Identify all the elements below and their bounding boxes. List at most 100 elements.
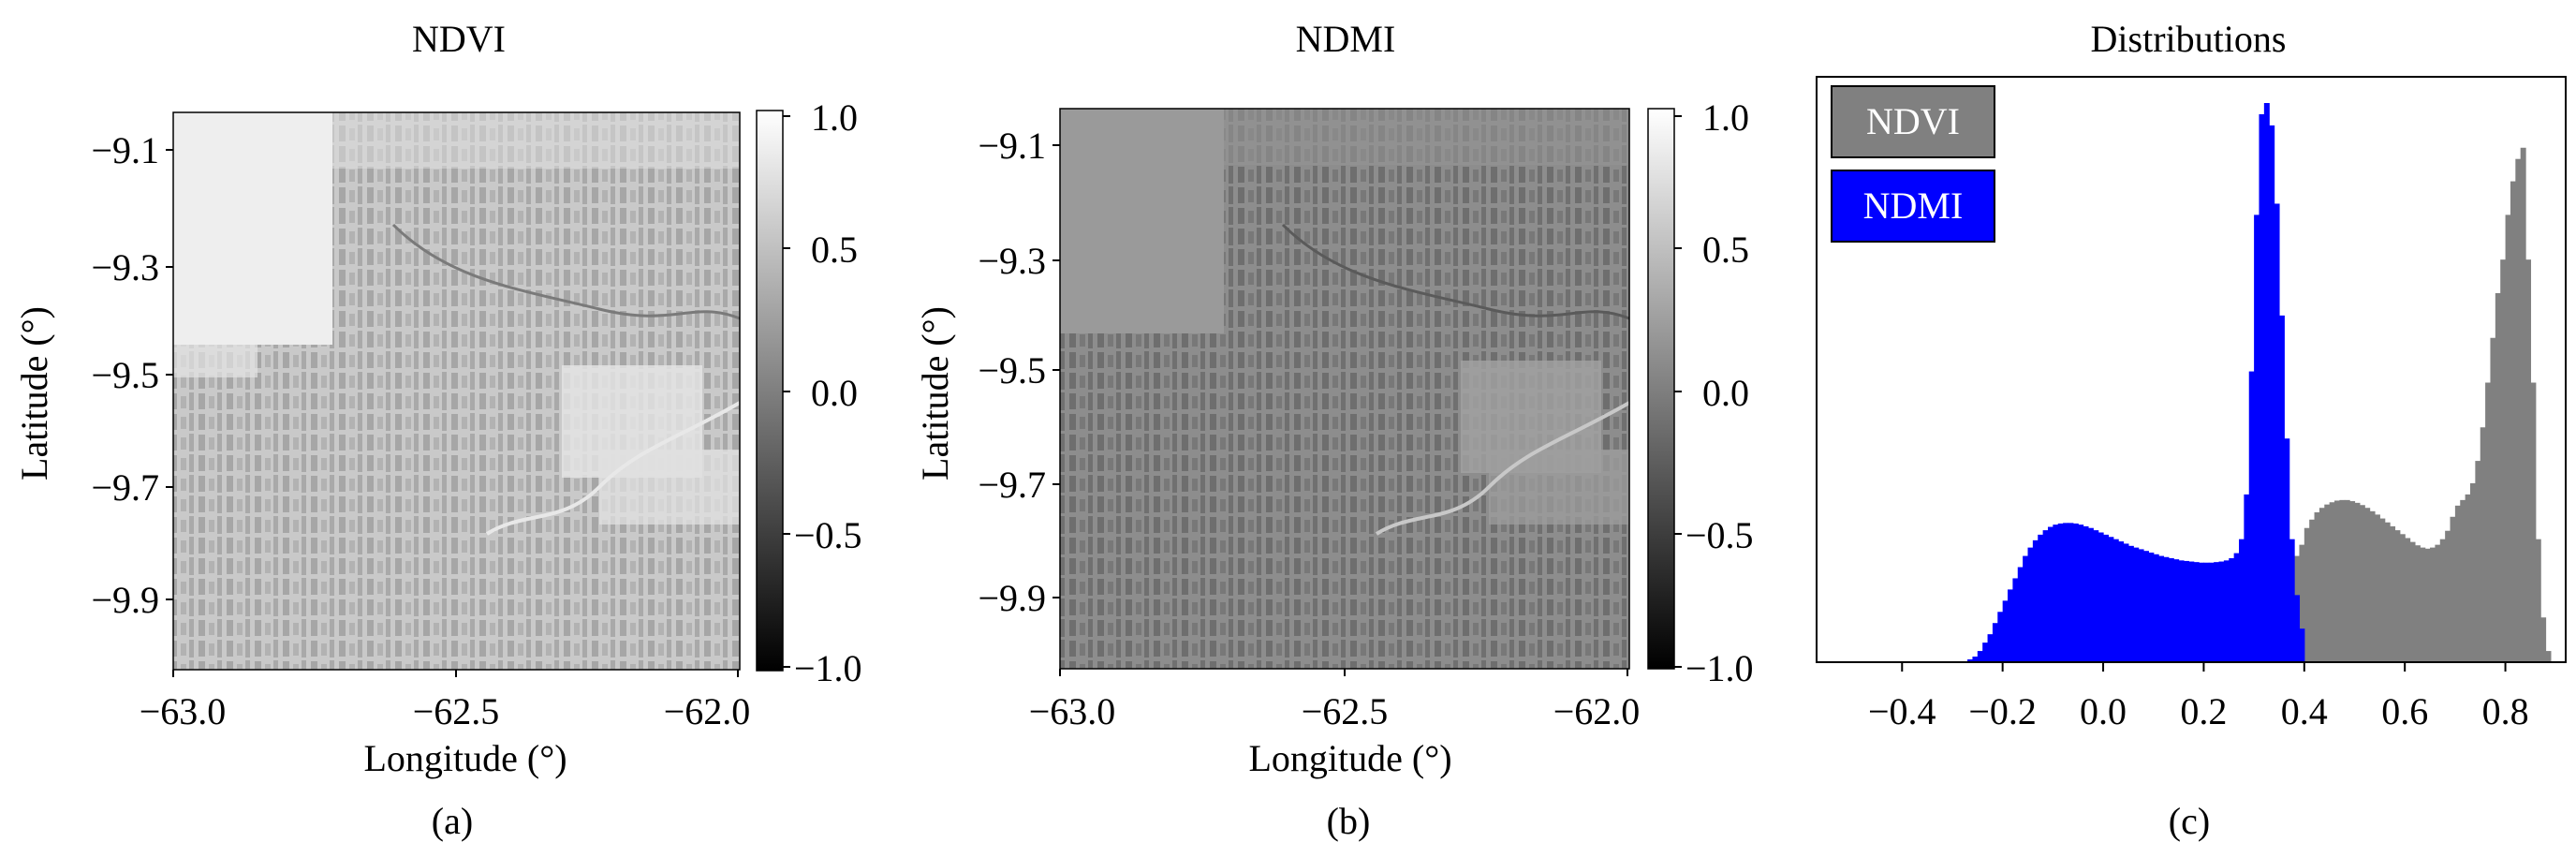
histogram-xtick-label: 0.6	[2381, 690, 2428, 732]
histogram-bar-ndmi	[2002, 600, 2009, 662]
ndvi-xtick-label: −62.5	[413, 690, 500, 732]
histogram-bar-ndvi	[2475, 461, 2481, 662]
histogram-bar-ndmi	[2017, 567, 2024, 662]
histogram-bar-ndmi	[2284, 438, 2290, 662]
histogram-bar-ndvi	[2445, 530, 2451, 662]
ndmi-ylabel: Latitude (°)	[914, 306, 956, 480]
histogram-bar-ndvi	[2334, 500, 2340, 662]
histogram-bar-ndmi	[1997, 612, 2004, 662]
ndmi-colorbar: 1.0 0.5 0.0 −0.5 −1.0	[1647, 96, 1754, 689]
histogram-bar-ndmi	[2214, 562, 2220, 662]
histogram-bar-ndvi	[2545, 651, 2552, 662]
legend: NDVI NDMI	[1831, 85, 1995, 243]
histogram-bar-ndvi	[2460, 499, 2466, 662]
histogram-frame	[1816, 76, 2567, 663]
histogram-bar-ndmi	[2163, 556, 2170, 662]
histogram-bar-ndmi	[2229, 557, 2235, 662]
histogram-bar-ndvi	[2469, 482, 2476, 662]
histogram-bar-ndvi	[2329, 502, 2335, 662]
histogram-bar-ndvi	[2409, 541, 2416, 662]
histogram-bar-ndmi	[2274, 203, 2280, 662]
histogram-bar-ndmi	[2248, 371, 2255, 662]
histogram-bar-ndmi	[2098, 532, 2104, 662]
histogram-bar-ndmi	[2127, 545, 2134, 662]
histogram-bar-ndmi	[2023, 555, 2029, 662]
histogram-series-ndvi	[2254, 147, 2552, 662]
histogram-bar-ndvi	[2384, 522, 2391, 662]
histogram-bar-ndvi	[2339, 499, 2346, 662]
ndmi-ytick-label: −9.5	[978, 349, 1046, 392]
histogram-bar-ndvi	[2540, 617, 2547, 662]
histogram-bar-ndmi	[2183, 560, 2189, 662]
histogram-bar-ndvi	[2454, 505, 2461, 662]
histogram-bar-ndmi	[2078, 525, 2084, 662]
histogram-bar-ndvi	[2515, 158, 2522, 662]
histogram-bar-ndmi	[2053, 525, 2059, 662]
legend-swatch-ndmi	[1831, 170, 1995, 243]
histogram-bar-ndmi	[2093, 530, 2099, 662]
panel-a-caption: (a)	[432, 800, 473, 842]
histogram-bar-ndmi	[2072, 523, 2079, 662]
legend-label-ndmi: NDMI	[1863, 185, 1964, 227]
histogram-bar-ndmi	[2153, 554, 2159, 662]
histogram-bar-ndvi	[2394, 530, 2401, 662]
histogram-xtick-label: −0.4	[1868, 690, 1936, 732]
panel-b-title: NDMI	[1296, 18, 1396, 60]
ndvi-ylabel: Latitude (°)	[13, 306, 55, 480]
histogram-bar-ndvi	[2490, 337, 2496, 662]
histogram-bar-ndvi	[2354, 502, 2361, 662]
histogram-xtick-label: 0.2	[2180, 690, 2227, 732]
histogram-bar-ndmi	[2294, 595, 2301, 662]
histogram-bar-ndmi	[2299, 628, 2305, 662]
ndmi-colorbar-tick: 1.0	[1702, 96, 1749, 139]
histogram-bar-ndmi	[2108, 537, 2114, 662]
legend-label-ndvi: NDVI	[1866, 100, 1960, 142]
histogram-bar-ndvi	[2405, 538, 2411, 662]
panel-b-caption: (b)	[1327, 800, 1371, 842]
ndvi-colorbar-tick: 1.0	[811, 96, 858, 139]
histogram-bar-ndmi	[2042, 530, 2049, 662]
histogram-xtick-label: 0.4	[2281, 690, 2328, 732]
histogram-bar-ndvi	[2495, 292, 2501, 662]
ndvi-ytick-label: −9.1	[91, 129, 159, 171]
histogram-bar-ndvi	[2424, 548, 2431, 662]
histogram-bar-ndmi	[2218, 561, 2225, 662]
histogram-series-ndmi	[1967, 103, 2305, 663]
panel-ndmi: NDMI −9.1 −9.3 −9.5 −9.7 −9.9	[914, 18, 1754, 842]
histogram-bar-ndvi	[2505, 214, 2511, 662]
histogram-bar-ndmi	[2008, 589, 2013, 662]
histogram-bars	[1967, 103, 2552, 663]
ndvi-colorbar-tick: 0.0	[811, 372, 858, 414]
histogram-bar-ndmi	[2254, 214, 2260, 662]
histogram-bar-ndmi	[1972, 657, 1979, 662]
histogram-bar-ndmi	[2063, 523, 2069, 662]
histogram-bar-ndvi	[2318, 508, 2325, 662]
histogram-xtick-label: 0.0	[2080, 690, 2127, 732]
histogram-bar-ndmi	[2138, 549, 2144, 662]
histogram-bar-ndmi	[1987, 634, 1994, 662]
histogram-bar-ndvi	[2349, 501, 2356, 662]
histogram-bar-ndmi	[1992, 623, 1998, 662]
panel-c-caption: (c)	[2169, 800, 2210, 842]
histogram-bar-ndvi	[2379, 518, 2386, 662]
histogram-bar-ndvi	[2485, 382, 2492, 662]
histogram-bar-ndmi	[2012, 578, 2019, 662]
histogram-xticks: −0.4 −0.2 0.0 0.2 0.4 0.6 0.8	[1868, 662, 2529, 732]
histogram-bar-ndmi	[2027, 547, 2034, 662]
histogram-bar-ndvi	[2369, 510, 2376, 662]
histogram-bar-ndvi	[2364, 508, 2371, 662]
histogram-bar-ndvi	[2520, 147, 2526, 662]
histogram-bar-ndvi	[2324, 504, 2331, 662]
histogram-bar-ndmi	[2188, 561, 2195, 662]
ndvi-map-image	[173, 112, 741, 670]
histogram-bar-ndvi	[2430, 547, 2436, 662]
ndmi-ytick-label: −9.3	[978, 240, 1046, 282]
ndvi-colorbar-tick: 0.5	[811, 229, 858, 271]
ndvi-ytick-label: −9.7	[91, 466, 159, 509]
ndmi-xtick-label: −62.0	[1553, 690, 1641, 732]
histogram-bar-ndmi	[2038, 534, 2044, 662]
legend-item-ndmi: NDMI	[1831, 170, 1995, 243]
histogram-bar-ndvi	[2439, 539, 2446, 662]
histogram-bar-ndmi	[2223, 560, 2230, 662]
histogram-bar-ndmi	[1977, 651, 1983, 662]
